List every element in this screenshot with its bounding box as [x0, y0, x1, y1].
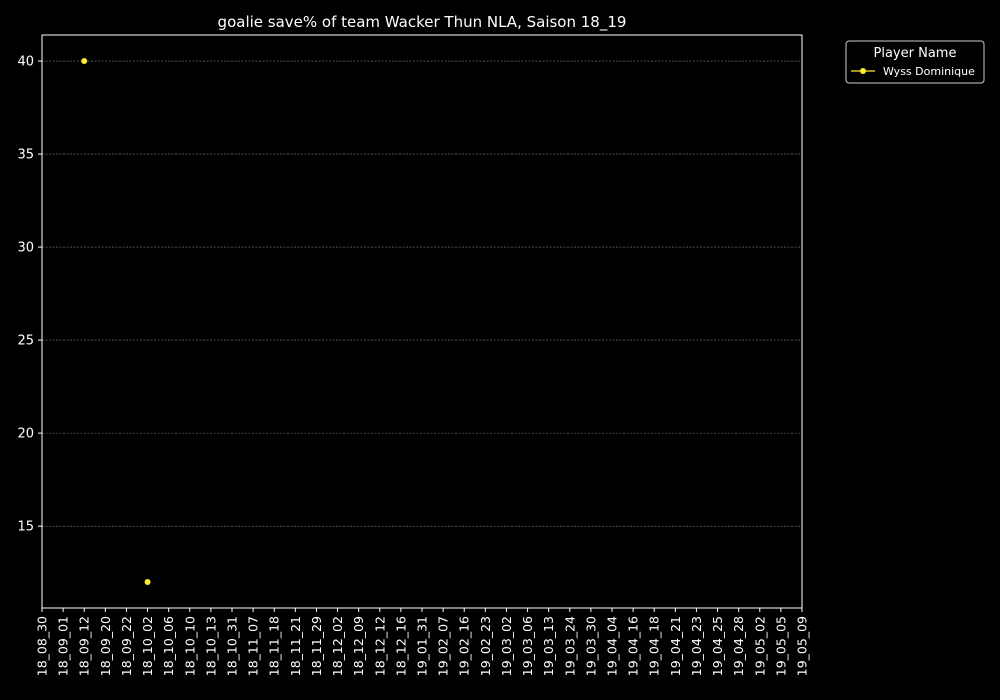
x-tick-label: 19_01_31 [415, 616, 430, 676]
x-tick-label: 18_10_02 [140, 616, 155, 676]
x-tick-label: 18_12_09 [351, 616, 366, 676]
y-tick-label: 30 [17, 241, 34, 256]
x-tick-label: 19_02_16 [457, 616, 472, 676]
x-tick-label: 18_09_22 [119, 616, 134, 676]
x-tick-label: 18_11_21 [288, 616, 303, 676]
grid-lines [42, 60, 802, 527]
series-layer [81, 58, 151, 585]
x-tick-label: 19_04_18 [647, 616, 662, 676]
x-axis: 18_08_30 18_09_01 18_09_12 18_09_20 18_09_22… [35, 608, 810, 676]
x-tick-label: 18_09_01 [56, 616, 71, 676]
x-tick-label: 18_09_20 [98, 616, 113, 676]
x-tick-label: 19_04_04 [605, 616, 620, 676]
x-tick-label: 19_04_28 [731, 616, 746, 676]
x-tick-label: 19_05_09 [795, 616, 810, 676]
x-tick-label: 19_02_07 [436, 616, 451, 676]
legend-series-marker [860, 68, 866, 74]
x-tick-label: 19_04_23 [689, 616, 704, 676]
x-tick-label: 19_04_25 [710, 616, 725, 676]
y-tick-label: 35 [17, 148, 34, 163]
x-tick-label: 18_10_10 [182, 616, 197, 676]
x-tick-label: 19_03_24 [562, 616, 577, 676]
x-tick-label: 18_09_12 [77, 616, 92, 676]
x-tick-label: 19_02_23 [478, 616, 493, 676]
x-tick-label: 18_11_18 [267, 616, 282, 676]
legend-title: Player Name [874, 46, 957, 61]
y-tick-label: 25 [17, 334, 34, 349]
x-tick-label: 18_11_29 [309, 616, 324, 676]
x-tick-label: 19_05_05 [773, 616, 788, 676]
x-tick-label: 19_03_13 [541, 616, 556, 676]
data-point [81, 58, 88, 65]
legend-box [845, 40, 985, 84]
y-tick-label: 40 [17, 55, 34, 70]
x-tick-label: 19_03_30 [583, 616, 598, 676]
x-tick-label: 19_05_02 [752, 616, 767, 676]
y-axis: 15 20 25 30 35 40 [17, 55, 42, 535]
x-tick-label: 18_10_06 [161, 616, 176, 676]
x-tick-label: 18_12_16 [393, 616, 408, 676]
x-tick-label: 19_03_06 [520, 616, 535, 676]
x-tick-label: 19_03_02 [499, 616, 514, 676]
legend: Player Name Wyss Dominique [845, 40, 985, 84]
y-tick-label: 20 [17, 427, 34, 442]
chart-title: goalie save% of team Wacker Thun NLA, Sa… [218, 13, 627, 32]
x-tick-label: 18_08_30 [35, 616, 50, 676]
legend-series-label: Wyss Dominique [883, 65, 975, 78]
x-tick-label: 18_12_02 [330, 616, 345, 676]
y-tick-label: 15 [17, 520, 34, 535]
x-tick-label: 18_10_13 [203, 616, 218, 676]
x-tick-label: 19_04_21 [668, 616, 683, 676]
x-tick-label: 19_04_16 [626, 616, 641, 676]
x-tick-label: 18_11_07 [246, 616, 261, 676]
x-tick-label: 18_12_12 [372, 616, 387, 676]
data-point [144, 578, 151, 585]
plot-frame [41, 34, 803, 609]
x-tick-label: 18_10_31 [225, 616, 240, 676]
